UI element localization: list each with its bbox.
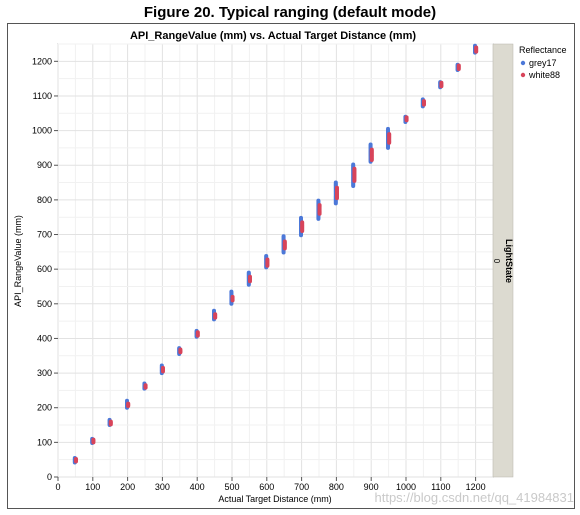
data-point xyxy=(230,294,235,299)
legend-label-white88: white88 xyxy=(528,70,560,80)
data-point xyxy=(229,289,234,294)
data-point xyxy=(264,253,269,258)
data-point xyxy=(474,45,479,50)
data-point xyxy=(282,239,287,244)
data-point xyxy=(265,257,270,262)
data-point xyxy=(300,220,305,225)
x-tick-label: 400 xyxy=(190,482,205,492)
data-point xyxy=(369,147,374,152)
data-point xyxy=(439,80,444,85)
y-tick-label: 400 xyxy=(37,333,52,343)
x-tick-label: 1000 xyxy=(396,482,416,492)
data-point xyxy=(248,274,252,279)
x-tick-label: 200 xyxy=(120,482,135,492)
x-tick-label: 300 xyxy=(155,482,170,492)
y-tick-label: 700 xyxy=(37,230,52,240)
y-tick-label: 1200 xyxy=(32,56,52,66)
x-axis-ticks: 0 100 200 300 400 500 600 700 800 900 1000 1100 1200 xyxy=(55,477,486,492)
legend-marker-grey17 xyxy=(520,60,526,66)
figure-title: Figure 20. Typical ranging (default mode… xyxy=(143,4,437,21)
x-tick-label: 500 xyxy=(224,482,239,492)
x-tick-label: 0 xyxy=(55,482,60,492)
data-point xyxy=(351,162,356,167)
y-tick-label: 1100 xyxy=(33,91,52,101)
data-point xyxy=(178,347,183,352)
facet-title: LightState xyxy=(504,239,514,283)
data-point xyxy=(386,126,390,131)
data-point xyxy=(195,330,200,335)
y-tick-label: 600 xyxy=(37,264,52,274)
x-tick-label: 1200 xyxy=(466,482,486,492)
data-point xyxy=(333,180,338,185)
x-axis-label: Actual Target Distance (mm) xyxy=(218,494,331,504)
data-point xyxy=(281,234,286,239)
data-point xyxy=(212,308,216,313)
chart-frame: API_RangeValue (mm) vs. Actual Target Di… xyxy=(7,23,575,509)
y-tick-label: 100 xyxy=(37,437,52,447)
data-point xyxy=(126,401,131,406)
data-point xyxy=(316,198,321,203)
chart-title: API_RangeValue (mm) vs. Actual Target Di… xyxy=(130,30,416,42)
data-point xyxy=(299,215,303,220)
data-point xyxy=(213,312,218,317)
data-point xyxy=(246,270,251,275)
data-point xyxy=(161,365,165,370)
x-tick-label: 800 xyxy=(329,482,344,492)
x-tick-label: 600 xyxy=(259,482,274,492)
y-tick-label: 500 xyxy=(37,299,52,309)
watermark: https://blog.csdn.net/qq_41984831 xyxy=(374,490,575,505)
data-point xyxy=(368,142,373,147)
data-point xyxy=(91,437,96,442)
y-tick-label: 800 xyxy=(37,195,52,205)
legend-label-grey17: grey17 xyxy=(529,58,557,68)
x-tick-label: 700 xyxy=(294,482,309,492)
data-points xyxy=(72,43,479,465)
legend: grey17 white88 xyxy=(520,58,560,80)
x-tick-label: 100 xyxy=(85,482,100,492)
data-point xyxy=(317,203,322,208)
x-tick-label: 1100 xyxy=(431,482,450,492)
y-axis-label: API_RangeValue (mm) xyxy=(13,215,23,307)
data-point xyxy=(335,185,339,190)
plot-area xyxy=(57,43,494,478)
y-tick-label: 0 xyxy=(47,472,52,482)
y-tick-label: 300 xyxy=(37,368,52,378)
data-point xyxy=(422,99,426,104)
legend-title: Reflectance xyxy=(519,45,567,55)
data-point xyxy=(108,419,113,424)
x-tick-label: 900 xyxy=(364,482,379,492)
y-tick-label: 900 xyxy=(37,160,52,170)
data-point xyxy=(143,383,148,388)
y-axis-ticks: 0 100 200 300 400 500 600 700 800 900 1000 1100 1200 xyxy=(32,56,58,482)
data-point xyxy=(387,132,392,137)
y-tick-label: 1000 xyxy=(32,126,52,136)
legend-marker-white88 xyxy=(520,72,526,78)
data-point xyxy=(456,63,461,68)
y-tick-label: 200 xyxy=(37,403,52,413)
data-point xyxy=(74,456,78,461)
facet-value: 0 xyxy=(492,259,501,264)
scatter-chart: API_RangeValue (mm) vs. Actual Target Di… xyxy=(13,30,567,504)
data-point xyxy=(352,166,357,171)
series-white88 xyxy=(74,45,479,464)
data-point xyxy=(404,115,409,120)
facet-strip xyxy=(492,43,514,478)
